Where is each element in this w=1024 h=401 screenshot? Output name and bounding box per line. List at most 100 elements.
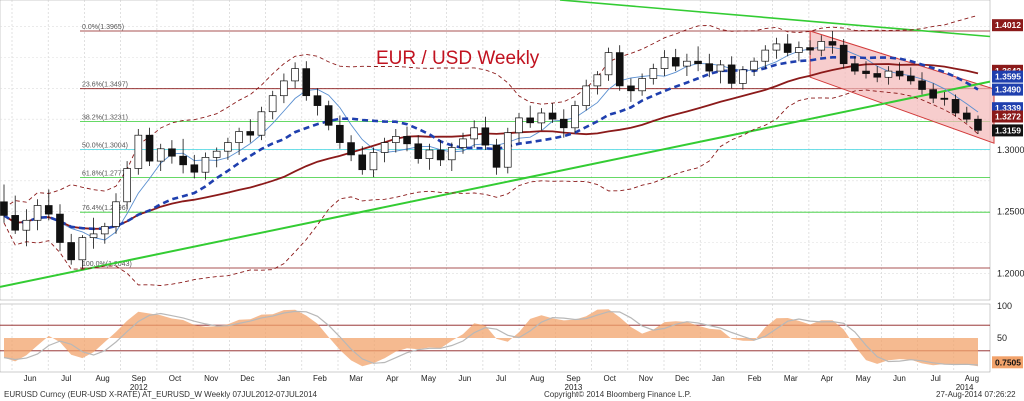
candle-body [179,155,187,166]
price-tag [992,83,1023,96]
candle-body [56,213,64,243]
candle-body [705,63,714,72]
osc-tick-label: 100 [997,301,1012,311]
bollinger-upper [3,14,979,209]
moving-averages [3,46,979,241]
chart-title: EUR / USD Weekly [376,48,540,69]
x-tick-label: Jun [458,374,471,383]
candle-body [929,89,937,99]
fib-label: 61.8%(1.2777) [82,171,128,178]
candle-body [828,41,837,46]
x-tick-label: Apr [821,374,834,383]
candle-body [257,111,266,136]
y-tick-label: 1.2000 [997,268,1024,278]
x-tick-label: Mar [349,374,363,383]
candle-body [851,63,859,72]
candle-body [974,118,982,131]
candle-body [839,44,848,65]
price-tag-label: 1.3490 [995,85,1021,95]
x-tick-label: Sep [132,374,147,383]
price-tag [992,70,1023,83]
candle-body [447,147,456,161]
candle-body [806,47,814,51]
candle-body [324,105,333,126]
candle-body [268,95,277,113]
candle-body [783,43,792,53]
ma-short-line [3,46,979,241]
candle-body [884,70,893,78]
candle-body [739,69,747,84]
x-tick-label: Feb [748,374,762,383]
candle-body [559,118,568,129]
price-tag [992,124,1023,137]
candle-body [201,157,210,173]
candle-body [638,78,646,92]
candle-body [962,112,971,120]
candle-body [145,134,154,162]
candle-body [918,80,926,90]
candle-body [873,73,882,78]
candle-body [392,136,400,143]
candle-body [907,75,915,82]
x-year-label: 2012 [130,383,148,392]
osc-tag [992,356,1023,369]
candle-body [951,99,960,114]
candle-body [671,57,680,67]
candle-body [33,205,42,221]
x-tick-label: Aug [95,374,109,383]
candle-body [627,85,635,92]
candle-body [347,142,355,156]
resistance-trendline [559,0,991,38]
price-tags: 1.40121.36421.35951.34901.33391.32721.31… [992,19,1023,137]
osc-signal-line [3,310,979,366]
price-tag-label: 1.3595 [995,72,1021,82]
price-tag-label: 1.3159 [995,125,1021,135]
x-tick-label: Nov [204,374,218,383]
y-tick-label: 1.2500 [997,207,1024,217]
candle-body [0,201,8,216]
candle-body [683,60,691,67]
candle-body [78,237,87,261]
candle-body [694,60,702,65]
support-trendline [0,80,991,288]
candle-body [470,127,478,140]
candle-body [940,97,949,100]
candle-body [571,105,579,129]
candle-body [11,215,19,231]
footer-left: EURUSD Curncy (EUR-USD X-RATE) AT_EURUSD… [4,390,318,399]
candle-body [761,49,770,62]
candle-body [862,70,870,74]
price-tag-label: 1.4012 [995,20,1021,30]
osc-tick-label: 50 [997,333,1007,343]
candle-body [503,132,512,168]
x-tick-label: Jul [61,374,71,383]
ma-long-line [3,63,979,230]
x-tick-label: Jun [24,374,37,383]
candle-body [660,57,669,69]
candle-body [795,47,803,53]
candle-body [212,150,221,158]
candle-body [22,219,31,231]
candle-body [895,70,904,77]
candle-body [358,154,367,171]
x-axis: Jun Jul Aug Sep Oct Nov Dec Jan Feb Mar Apr May Jun J… [24,374,979,392]
candle-body [156,148,165,162]
x-tick-label: Oct [169,374,182,383]
channel-band [809,30,995,144]
candle-body [481,127,490,146]
x-tick-label: Aug [965,374,979,383]
x-tick-label: Aug [530,374,544,383]
x-tick-label: Jul [931,374,941,383]
osc-area [4,309,978,367]
x-tick-label: Mar [784,374,798,383]
candle-body [380,142,389,153]
x-year-label: 2013 [565,383,583,392]
bollinger-bands [3,14,979,286]
oscillator: 100 50 0.7505 [0,301,1023,369]
fibonacci-levels: 0.0%(1.3965) 23.6%(1.3497) 38.2%(1.3231) 50… [80,24,990,269]
downtrend-channel [809,30,995,144]
candle-body [526,117,534,124]
candle-body [425,149,434,159]
candles [0,31,982,269]
x-year-label: 2014 [956,383,974,392]
